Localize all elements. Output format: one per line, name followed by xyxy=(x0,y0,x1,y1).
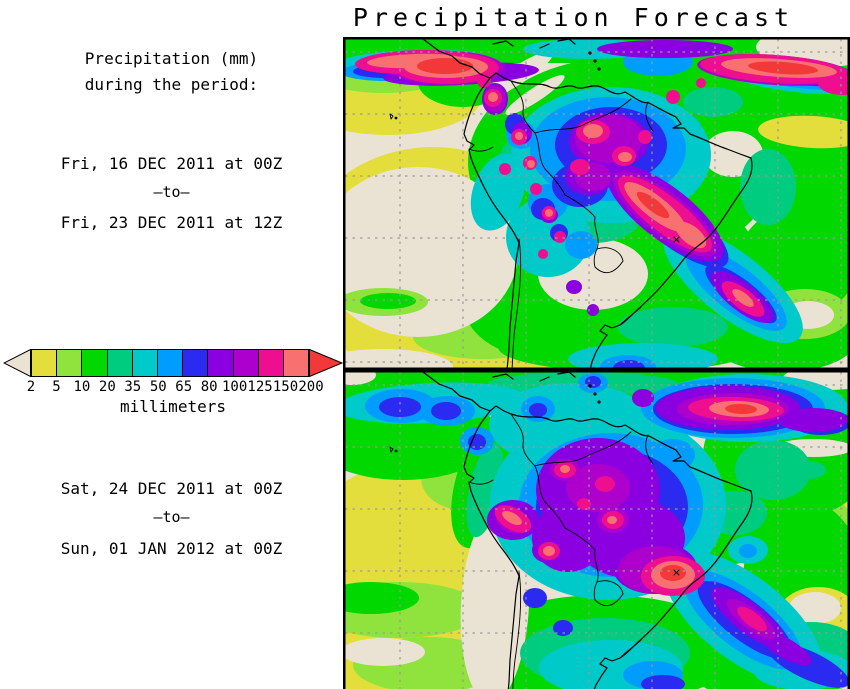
colorbar-tick-label: 35 xyxy=(124,379,142,395)
precip-map-period1 xyxy=(343,37,850,370)
colorbar-tick-label: 20 xyxy=(98,379,116,395)
period2-end: Sun, 01 JAN 2012 at 00Z xyxy=(60,539,283,558)
colorbar-under-arrow xyxy=(3,349,31,377)
colorbar-over-arrow xyxy=(309,349,343,377)
period2-start: Sat, 24 DEC 2011 at 00Z xyxy=(60,479,283,498)
colorbar-segment xyxy=(56,349,83,377)
period2-separator: –to– xyxy=(153,508,190,526)
colorbar-segment xyxy=(232,349,259,377)
colorbar-tick-label: 5 xyxy=(52,379,61,395)
precip-field-period2 xyxy=(343,370,850,689)
colorbar-tick-label: 10 xyxy=(73,379,91,395)
colorbar-segments xyxy=(30,349,310,377)
colorbar-tick-label: 65 xyxy=(175,379,193,395)
map-panel-period1 xyxy=(343,37,850,370)
variable-heading-line2: during the period: xyxy=(84,75,259,94)
period1-end: Fri, 23 DEC 2011 at 12Z xyxy=(60,213,283,232)
page-title: Precipitation Forecast xyxy=(352,3,795,32)
colorbar-tick-label: 100 xyxy=(221,379,248,395)
colorbar-segment xyxy=(182,349,209,377)
colorbar-tick-label: 125 xyxy=(247,379,273,395)
map-frame-period2 xyxy=(343,370,850,689)
colorbar-segment xyxy=(81,349,108,377)
period1-separator: –to– xyxy=(153,183,190,201)
colorbar-segment xyxy=(207,349,234,377)
map-frame-period1 xyxy=(343,37,850,370)
colorbar-tick-label: 80 xyxy=(200,379,218,395)
precipitation-colorbar: 2 5 10 20 35 50 65 80 100 125 150 200 millimeters xyxy=(3,349,343,416)
map-panel-period2 xyxy=(343,370,850,689)
colorbar-tick-label: 2 xyxy=(26,379,36,395)
colorbar-segment xyxy=(257,349,285,377)
colorbar-segment xyxy=(283,349,310,377)
colorbar-unit-label: millimeters xyxy=(120,397,226,416)
precip-map-period2 xyxy=(343,370,850,689)
colorbar-tick-label: 200 xyxy=(298,379,324,395)
precip-field-period1 xyxy=(343,37,850,370)
legend-sidebar: Precipitation (mm) during the period: Fr… xyxy=(0,0,343,689)
variable-heading-line1: Precipitation (mm) xyxy=(84,49,259,68)
colorbar-segment xyxy=(156,349,184,377)
colorbar-tick-label: 50 xyxy=(149,379,167,395)
period1-start: Fri, 16 DEC 2011 at 00Z xyxy=(60,154,283,173)
colorbar-segment xyxy=(106,349,133,377)
colorbar-segment xyxy=(30,349,58,377)
colorbar-segment xyxy=(131,349,158,377)
colorbar-tick-label: 150 xyxy=(272,379,299,395)
colorbar-tick-labels: 2 5 10 20 35 50 65 80 100 125 150 200 xyxy=(27,377,324,395)
